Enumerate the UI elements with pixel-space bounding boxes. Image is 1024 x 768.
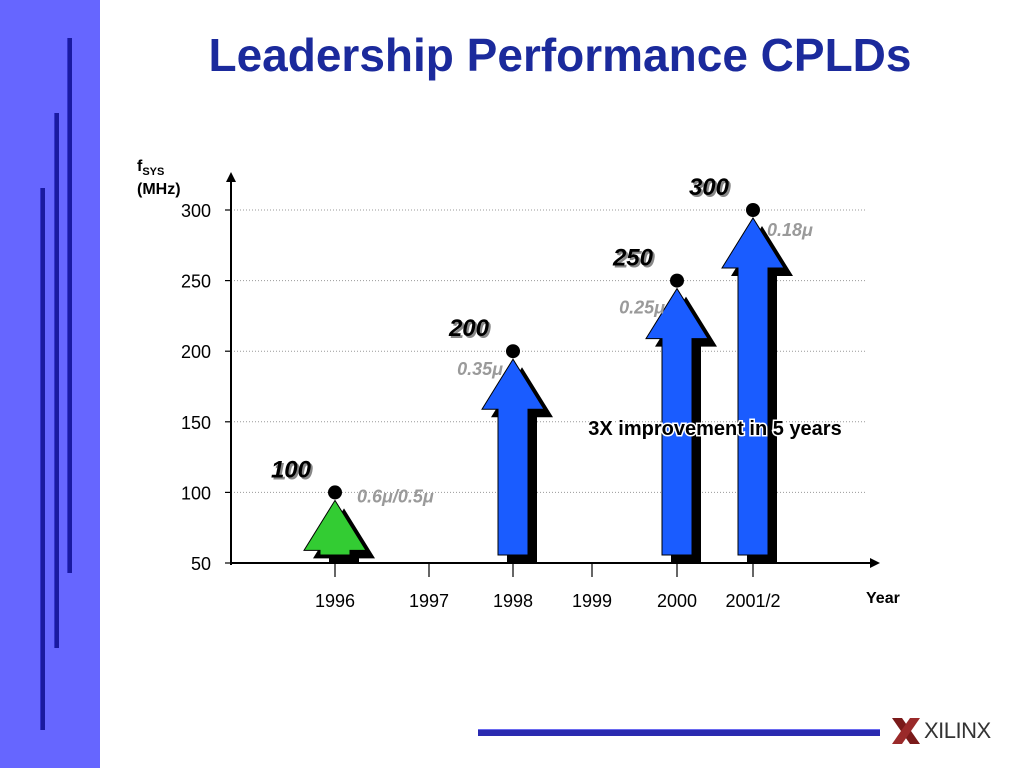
data-label: 100	[271, 456, 312, 483]
y-tick-label: 50	[191, 554, 211, 574]
data-point	[506, 344, 520, 359]
y-tick-label: 100	[181, 483, 211, 503]
y-tick-label: 250	[181, 272, 211, 292]
page-title: Leadership Performance CPLDs	[208, 29, 912, 81]
x-axis-label: Year	[866, 590, 900, 607]
y-tick-label: 200	[181, 342, 211, 362]
bar-arrow	[481, 358, 545, 556]
process-label: 0.6μ/0.5μ	[357, 486, 434, 506]
decorative-line	[54, 113, 59, 648]
process-label: 0.25μ	[619, 298, 665, 318]
y-tick-label: 150	[181, 413, 211, 433]
process-label: 0.18μ	[767, 220, 813, 240]
y-axis-arrow	[226, 172, 236, 182]
data-label: 300	[689, 174, 730, 201]
xilinx-logo: XILINX	[890, 712, 1005, 752]
x-tick-label: 2001/2	[725, 591, 780, 611]
decorative-line	[67, 38, 72, 573]
y-axis-label: fSYS	[137, 158, 164, 178]
data-label-shadow: 300	[691, 176, 732, 203]
data-point	[670, 273, 684, 288]
logo-text: XILINX	[924, 718, 991, 743]
annotation: 3X improvement in 5 years	[588, 418, 841, 440]
x-tick-label: 1999	[572, 591, 612, 611]
bar-arrow	[721, 217, 785, 556]
decorative-line	[40, 188, 45, 730]
data-point	[746, 203, 760, 217]
data-label-shadow: 200	[450, 317, 492, 344]
process-label: 0.35μ	[457, 359, 503, 379]
x-tick-label: 1996	[315, 591, 355, 611]
data-label: 200	[448, 315, 490, 342]
xilinx-logo-icon	[892, 718, 920, 744]
data-label: 250	[612, 245, 654, 272]
annotation-shadow: 3X improvement in 5 years	[589, 417, 842, 439]
sidebar-band	[0, 0, 100, 768]
y-axis-unit: (MHz)	[137, 181, 181, 198]
bar-arrow	[303, 499, 367, 556]
y-tick-label: 300	[181, 201, 211, 221]
x-tick-label: 1997	[409, 591, 449, 611]
data-label-shadow: 100	[273, 458, 314, 485]
data-label-shadow: 250	[614, 247, 656, 274]
x-axis-arrow	[870, 558, 880, 568]
x-tick-label: 2000	[657, 591, 697, 611]
bar-arrow	[645, 287, 709, 556]
data-point	[328, 485, 342, 500]
x-tick-label: 1998	[493, 591, 533, 611]
footer-divider	[478, 729, 880, 736]
